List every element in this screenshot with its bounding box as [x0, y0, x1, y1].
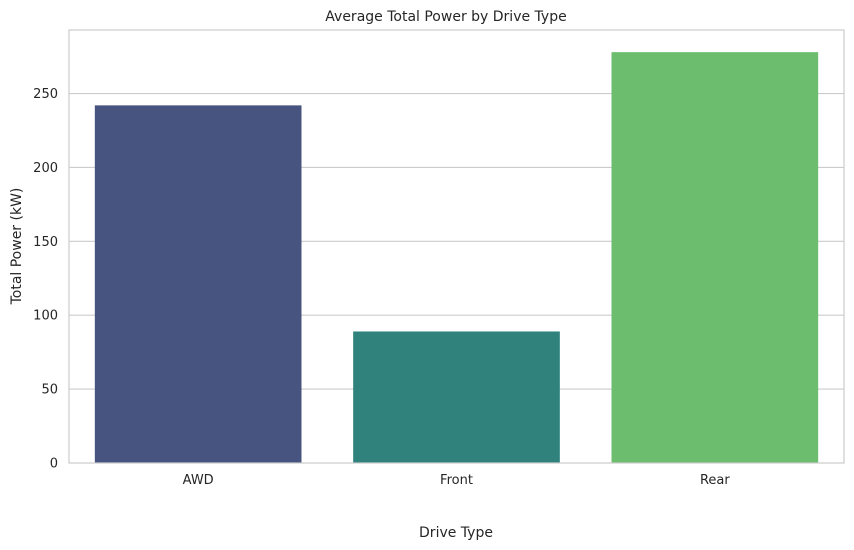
x-ticks: AWD Front Rear — [183, 473, 731, 488]
bar-rear — [611, 52, 819, 463]
y-tick-label: 250 — [33, 87, 58, 102]
y-tick-label: 200 — [33, 161, 58, 176]
chart-title: Average Total Power by Drive Type — [325, 9, 566, 25]
y-tick-label: 100 — [33, 309, 58, 324]
y-ticks: 0 50 100 150 200 250 — [33, 87, 58, 471]
y-tick-label: 50 — [41, 383, 58, 398]
y-axis-label: Total Power (kW) — [9, 188, 25, 306]
x-axis-label: Drive Type — [419, 525, 493, 541]
bar-awd — [94, 105, 302, 464]
y-tick-label: 0 — [50, 457, 58, 472]
x-tick-label: Rear — [700, 473, 730, 488]
x-tick-label: Front — [440, 473, 473, 488]
bars — [94, 52, 819, 464]
bar-front — [353, 331, 560, 463]
plot-frame — [68, 29, 845, 464]
y-tick-label: 150 — [33, 235, 58, 250]
x-tick-label: AWD — [183, 473, 214, 488]
